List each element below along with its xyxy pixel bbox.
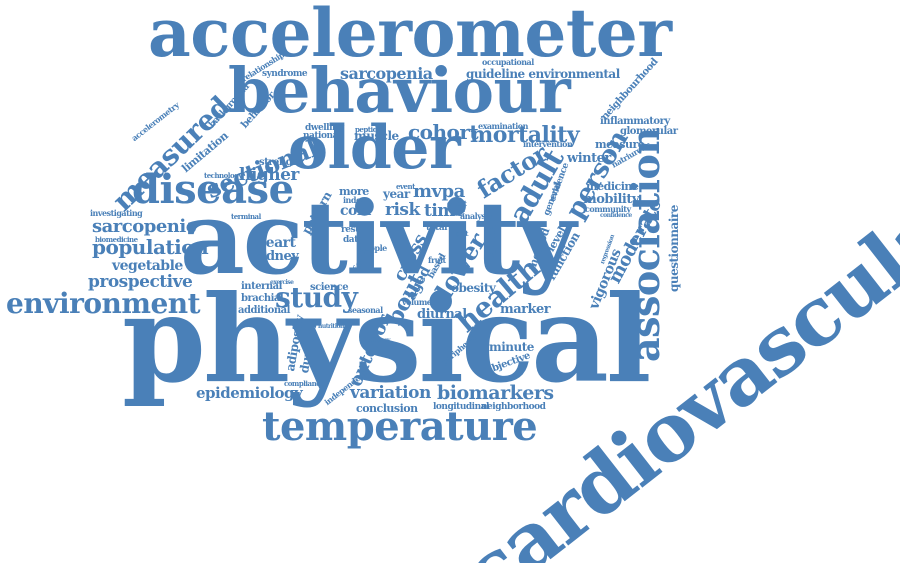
- word-syndrome: syndrome: [262, 69, 308, 79]
- word-higher: higher: [239, 165, 299, 185]
- word-time: time: [424, 201, 466, 221]
- word-vegetable: vegetable: [112, 258, 183, 274]
- word-activity: activity: [180, 179, 576, 297]
- word-peptide: peptide: [355, 125, 381, 134]
- word-older: older: [288, 113, 461, 183]
- word-exercise: exercise: [270, 279, 294, 286]
- word-internal: internal: [241, 281, 282, 292]
- word-guideline-environmental: guideline environmental: [466, 67, 620, 81]
- word-dwelling: dwelling: [305, 123, 344, 133]
- word-environment: environment: [6, 287, 201, 320]
- word-effect: effect: [447, 199, 467, 208]
- word-marker: marker: [500, 302, 551, 317]
- word-sarcopenia: sarcopenia: [340, 64, 433, 83]
- word-obesity: obesity: [451, 281, 496, 295]
- word-event: event: [396, 182, 415, 191]
- word-biomedicine: biomedicine: [95, 235, 138, 244]
- word-intervention: intervention: [523, 139, 573, 149]
- word-year: year: [383, 187, 410, 201]
- word-community: community: [585, 204, 631, 214]
- word-variation: variation: [350, 383, 431, 403]
- word-occupational: occupational: [482, 57, 534, 67]
- word-population: population: [92, 235, 209, 259]
- word-index: index: [343, 195, 365, 205]
- word-data: data: [343, 235, 364, 245]
- word-mvpa: mvpa: [413, 181, 465, 202]
- word-measure: measure: [595, 138, 645, 151]
- word-mortality: mortality: [470, 122, 580, 148]
- word-diurnal: diurnal: [417, 307, 467, 322]
- word-result: result: [341, 225, 368, 235]
- word-winter: winter: [567, 151, 611, 166]
- word-prospective: prospective: [88, 272, 193, 292]
- word-accelerometer: accelerometer: [148, 0, 672, 72]
- word-brachial: brachial: [241, 293, 284, 304]
- word-conclusion: conclusion: [356, 402, 418, 415]
- word-analysis: analysis: [460, 211, 492, 221]
- word-national: national: [303, 131, 341, 141]
- word-investigating: investigating: [90, 208, 143, 218]
- word-total: total: [426, 223, 448, 233]
- word-terminal: terminal: [231, 212, 261, 221]
- word-seasonal: seasonal: [348, 305, 383, 315]
- word-confidence: confidence: [600, 212, 632, 219]
- word-people: people: [360, 243, 387, 253]
- word-behaviour: behaviour: [228, 54, 571, 127]
- word-disease: disease: [132, 166, 294, 213]
- word-compliance: compliance: [284, 379, 324, 388]
- word-mobility: mobility: [583, 192, 639, 207]
- word-inflammatory: inflammatory: [600, 116, 670, 127]
- word-biomarkers: biomarkers: [437, 382, 554, 404]
- word-fruit: fruit: [428, 255, 446, 265]
- word-temperature: temperature: [262, 403, 538, 450]
- word-epidemiology: epidemiology: [196, 384, 303, 402]
- word-cold: cold: [340, 203, 371, 219]
- word-additional: additional: [238, 305, 290, 316]
- word-glomerular: glomerular: [620, 126, 678, 137]
- word-longitudinal: longitudinal: [433, 402, 489, 412]
- word-efficacy: efficacy: [368, 337, 390, 344]
- word-more: more: [339, 185, 369, 198]
- word-strength: strength: [259, 157, 304, 168]
- word-cohort: cohort: [408, 120, 479, 144]
- word-heart: heart: [256, 235, 296, 251]
- word-neighborhood: neighborhood: [481, 402, 546, 412]
- word-physical: physical: [122, 269, 651, 410]
- word-questionnaire: questionnaire: [667, 205, 681, 292]
- word-kidney: kidney: [253, 249, 299, 264]
- word-nutrition: nutrition: [318, 323, 344, 330]
- word-minute: minute: [489, 340, 534, 354]
- word-study: study: [275, 281, 358, 314]
- word-science: science: [310, 282, 349, 293]
- word-light: light: [452, 229, 469, 238]
- word-risk: risk: [385, 200, 420, 220]
- word-examination: examination: [478, 121, 528, 131]
- word-sarcopenic: sarcopenic: [92, 216, 197, 237]
- word-volume: volume: [402, 297, 432, 307]
- word-technology: technology: [204, 171, 243, 180]
- word-medicine: medicine: [586, 180, 639, 193]
- word-muscle: muscle: [354, 129, 399, 143]
